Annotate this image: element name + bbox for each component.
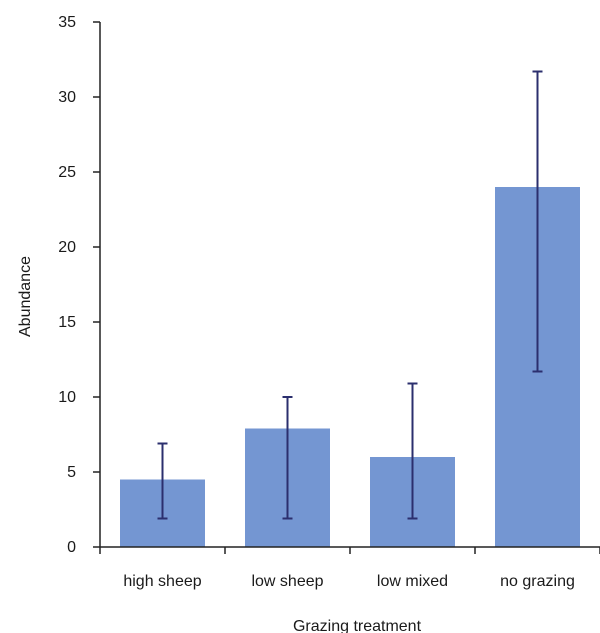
x-tick-label: low mixed <box>377 573 448 590</box>
error-bars <box>157 70 543 520</box>
error-bar <box>282 396 293 520</box>
error-bar <box>407 382 418 520</box>
y-axis-ticks: 0 5 10 15 20 25 30 35 <box>58 14 100 556</box>
x-tick-label: low sheep <box>251 573 323 590</box>
y-tick-label: 25 <box>58 164 76 181</box>
y-tick-label: 10 <box>58 389 76 406</box>
y-tick-label: 0 <box>67 539 76 556</box>
y-tick-label: 20 <box>58 239 76 256</box>
bars <box>120 187 580 547</box>
x-axis-category-labels: high sheep low sheep low mixed no grazing <box>123 573 575 590</box>
y-tick-label: 5 <box>67 464 76 481</box>
x-tick-label: no grazing <box>500 573 575 590</box>
y-tick-label: 35 <box>58 14 76 31</box>
x-tick-label: high sheep <box>123 573 201 590</box>
error-bar <box>157 442 168 520</box>
y-tick-label: 30 <box>58 89 76 106</box>
x-axis-title: Grazing treatment <box>293 618 422 633</box>
y-tick-label: 15 <box>58 314 76 331</box>
error-bar <box>532 70 543 373</box>
x-axis-ticks <box>99 547 600 554</box>
y-axis-title: Abundance <box>17 256 34 337</box>
